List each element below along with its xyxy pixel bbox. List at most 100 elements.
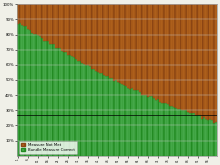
Bar <box>179 4 181 109</box>
Bar <box>101 73 103 156</box>
Bar <box>85 65 87 156</box>
Bar <box>49 4 51 44</box>
Bar <box>149 4 151 96</box>
Bar <box>75 4 77 59</box>
Bar <box>103 75 105 156</box>
Bar <box>193 113 195 156</box>
Bar <box>215 4 217 122</box>
Bar <box>147 97 149 156</box>
Bar <box>109 4 111 78</box>
Bar <box>43 41 45 156</box>
Bar <box>135 4 137 90</box>
Bar <box>125 4 127 86</box>
Bar <box>145 95 147 156</box>
Bar <box>189 4 191 113</box>
Bar <box>119 83 121 156</box>
Bar <box>191 4 193 113</box>
Bar <box>113 81 115 156</box>
Bar <box>167 104 169 156</box>
Bar <box>151 96 153 156</box>
Bar <box>187 112 189 156</box>
Bar <box>145 4 147 95</box>
Bar <box>197 4 199 115</box>
Bar <box>199 4 201 115</box>
Bar <box>23 4 25 26</box>
Bar <box>147 4 149 97</box>
Bar <box>61 51 63 156</box>
Bar <box>69 55 71 156</box>
Bar <box>165 103 167 156</box>
Bar <box>109 78 111 156</box>
Bar <box>133 4 135 90</box>
Bar <box>209 119 211 156</box>
Bar <box>137 90 139 156</box>
Bar <box>91 4 93 69</box>
Bar <box>95 71 97 156</box>
Bar <box>41 38 43 156</box>
Bar <box>121 84 123 156</box>
Bar <box>203 117 205 156</box>
Bar <box>159 4 161 102</box>
Bar <box>111 4 113 78</box>
Bar <box>195 115 197 156</box>
Bar <box>87 4 89 65</box>
Bar <box>69 4 71 55</box>
Bar <box>103 4 105 75</box>
Bar <box>39 36 41 156</box>
Bar <box>141 4 143 95</box>
Bar <box>83 64 85 156</box>
Bar <box>55 4 57 48</box>
Bar <box>37 4 39 35</box>
Bar <box>129 4 131 89</box>
Bar <box>25 26 27 156</box>
Bar <box>93 4 95 69</box>
Bar <box>47 4 49 40</box>
Bar <box>93 69 95 156</box>
Bar <box>203 4 205 117</box>
Bar <box>211 120 213 156</box>
Bar <box>193 4 195 113</box>
Bar <box>105 4 107 76</box>
Bar <box>167 4 169 104</box>
Bar <box>23 26 25 156</box>
Bar <box>169 106 171 156</box>
Bar <box>131 4 133 88</box>
Bar <box>55 48 57 156</box>
Bar <box>33 4 35 33</box>
Bar <box>29 30 31 156</box>
Bar <box>155 99 157 156</box>
Bar <box>187 4 189 112</box>
Bar <box>185 111 187 156</box>
Bar <box>95 4 97 71</box>
Bar <box>65 4 67 52</box>
Bar <box>177 109 179 156</box>
Bar <box>173 107 175 156</box>
Bar <box>183 110 185 156</box>
Bar <box>107 4 109 76</box>
Bar <box>83 4 85 64</box>
Bar <box>71 56 73 156</box>
Bar <box>115 4 117 80</box>
Bar <box>163 103 165 156</box>
Bar <box>63 52 65 156</box>
Bar <box>201 4 203 119</box>
Bar <box>27 4 29 29</box>
Bar <box>173 4 175 107</box>
Bar <box>169 4 171 106</box>
Bar <box>201 119 203 156</box>
Bar <box>47 40 49 156</box>
Bar <box>153 98 155 156</box>
Bar <box>123 85 125 156</box>
Bar <box>151 4 153 96</box>
Bar <box>45 41 47 156</box>
Bar <box>105 76 107 156</box>
Bar <box>213 4 215 123</box>
Bar <box>215 122 217 156</box>
Bar <box>45 4 47 41</box>
Bar <box>131 88 133 156</box>
Bar <box>89 66 91 156</box>
Bar <box>177 4 179 109</box>
Bar <box>37 35 39 156</box>
Bar <box>67 4 69 55</box>
Bar <box>127 88 129 156</box>
